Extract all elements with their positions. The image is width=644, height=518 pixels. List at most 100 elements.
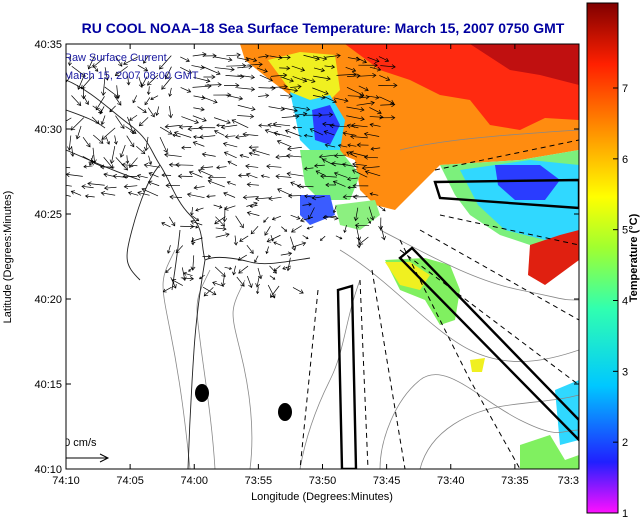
current-vector-head <box>188 170 194 176</box>
current-vector <box>122 164 138 167</box>
current-vector <box>174 131 192 138</box>
current-vector-head <box>251 148 257 154</box>
current-vector-head <box>249 204 253 208</box>
current-vector <box>236 276 245 287</box>
current-vector <box>194 186 205 189</box>
current-vector-head <box>168 162 173 168</box>
current-vector <box>180 87 191 93</box>
current-vector <box>103 156 114 169</box>
current-vector-head <box>207 175 213 181</box>
current-vector <box>246 63 263 66</box>
current-vector <box>267 284 276 299</box>
current-vector <box>343 195 359 198</box>
current-vector-head <box>291 228 296 233</box>
current-vector <box>165 125 181 128</box>
current-vector <box>213 117 231 124</box>
current-vector-head <box>248 145 253 150</box>
current-vector <box>227 161 238 167</box>
current-vector-head <box>297 84 302 90</box>
current-vector-head <box>254 196 260 202</box>
current-vector-head <box>143 67 149 72</box>
current-vector-head <box>256 291 260 295</box>
current-vector <box>111 145 116 164</box>
current-vector <box>275 175 292 178</box>
current-vector <box>82 137 91 148</box>
current-vector <box>91 161 105 168</box>
current-vector <box>344 225 347 233</box>
current-vector-head <box>258 62 263 67</box>
current-vector <box>310 128 324 136</box>
x-tick-label: 73:55 <box>245 475 273 487</box>
current-vector-head <box>229 266 233 270</box>
current-vector-head <box>249 113 255 119</box>
current-vector <box>159 126 173 135</box>
current-vector-head <box>193 135 197 139</box>
current-vector <box>307 226 314 229</box>
current-vector <box>170 277 177 289</box>
current-vector-head <box>393 82 398 88</box>
current-vector <box>109 105 116 113</box>
current-vector-head <box>267 122 272 128</box>
current-vector <box>240 154 249 158</box>
current-vector <box>347 124 359 129</box>
current-vector <box>221 124 238 128</box>
current-vector <box>289 236 296 251</box>
current-vector-head <box>186 88 192 93</box>
current-vector-head <box>142 108 147 113</box>
current-vector <box>162 174 172 176</box>
current-vector-head <box>230 66 235 72</box>
current-vector <box>139 117 149 127</box>
current-vector <box>347 177 358 180</box>
current-vector-head <box>356 142 361 148</box>
current-vector <box>290 86 302 88</box>
y-axis-label: Latitude (Degrees:Minutes) <box>2 191 14 324</box>
current-vector <box>161 77 172 90</box>
current-vector <box>346 115 365 120</box>
current-vector <box>380 65 396 68</box>
current-vector <box>215 227 227 230</box>
current-vector-head <box>223 151 229 156</box>
current-vector-head <box>301 241 307 247</box>
current-vector-head <box>370 100 375 106</box>
current-vector <box>129 157 138 168</box>
current-vector <box>191 225 198 228</box>
current-vector-head <box>181 276 187 281</box>
current-vector-head <box>305 236 309 240</box>
current-vector <box>285 130 302 137</box>
current-vector <box>114 135 117 145</box>
current-vector <box>280 76 294 82</box>
current-vector-head <box>350 123 356 128</box>
current-vector <box>356 226 360 241</box>
current-vector <box>335 235 342 240</box>
colorbar-tick-label: 1 <box>622 508 628 518</box>
current-vector <box>279 67 290 69</box>
current-vector-head <box>286 65 291 71</box>
current-vector <box>355 57 367 63</box>
current-vector-head <box>106 141 110 145</box>
scale-label: 50 cm/s <box>58 437 97 449</box>
current-vector-head <box>206 194 210 199</box>
current-vector-head <box>88 161 93 167</box>
current-vector-head <box>304 194 308 199</box>
sst-yellow-west <box>268 52 340 110</box>
current-vector-head <box>161 85 166 90</box>
current-vector-head <box>195 225 199 229</box>
current-vector-head <box>364 169 370 175</box>
current-vector-head <box>103 172 108 178</box>
current-vector <box>132 95 138 103</box>
current-vector-head <box>286 153 291 159</box>
current-vector <box>137 175 148 179</box>
current-vector <box>249 152 260 156</box>
current-vector <box>214 67 235 71</box>
current-vector-head <box>236 52 241 58</box>
current-vector-head <box>374 58 380 63</box>
current-vector-head <box>299 289 304 294</box>
sst-east-red <box>528 230 579 285</box>
current-vector-head <box>263 68 268 73</box>
current-vector <box>369 66 381 71</box>
current-vector-head <box>222 218 228 223</box>
current-vector <box>334 97 349 102</box>
current-vector <box>358 96 370 99</box>
current-vector-head <box>284 228 288 232</box>
current-vector <box>237 74 255 78</box>
